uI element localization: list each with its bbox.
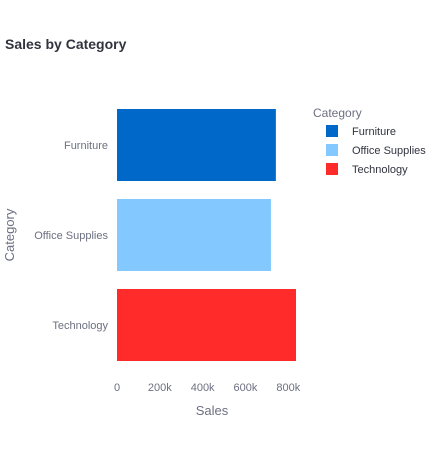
y-tick-label-technology: Technology: [52, 320, 108, 332]
legend: Category Furniture Office Supplies Technol…: [313, 106, 426, 176]
legend-swatch-technology: [326, 163, 338, 175]
x-tick-label-2: 400k: [191, 382, 215, 394]
bars-group: [117, 109, 297, 361]
legend-swatch-office-supplies: [326, 144, 338, 156]
x-tick-label-0: 0: [114, 382, 120, 394]
y-axis-label: Category: [2, 208, 17, 261]
legend-label-technology: Technology: [352, 164, 408, 176]
x-tick-label-1: 200k: [148, 382, 172, 394]
x-axis-label: Sales: [196, 403, 229, 418]
x-tick-labels: 0 200k 400k 600k 800k: [114, 382, 301, 394]
bar-furniture: [117, 109, 276, 181]
x-tick-label-3: 600k: [234, 382, 258, 394]
y-tick-label-office-supplies: Office Supplies: [34, 230, 108, 242]
chart-title: Sales by Category: [5, 36, 127, 52]
x-tick-label-4: 800k: [276, 382, 300, 394]
legend-label-furniture: Furniture: [352, 126, 396, 138]
legend-title: Category: [313, 106, 362, 120]
bar-office-supplies: [117, 199, 271, 271]
legend-swatch-furniture: [326, 125, 338, 137]
y-tick-labels: Furniture Office Supplies Technology: [34, 140, 108, 332]
legend-label-office-supplies: Office Supplies: [352, 145, 426, 157]
y-tick-label-furniture: Furniture: [64, 140, 108, 152]
bar-technology: [117, 289, 297, 361]
